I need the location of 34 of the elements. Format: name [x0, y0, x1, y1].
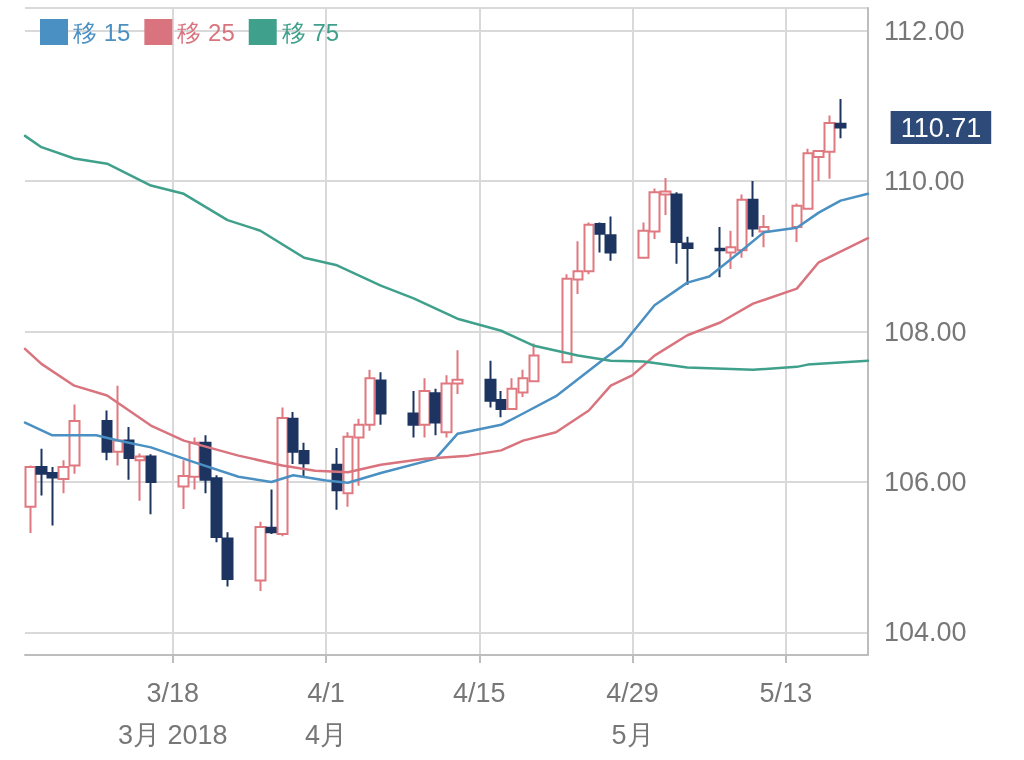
- y-tick-label: 110.00: [884, 166, 965, 197]
- candlestick: [24, 464, 37, 535]
- candlestick: [747, 180, 759, 238]
- line-series: [23, 134, 870, 372]
- x2-tick-label: 3月 2018: [118, 719, 228, 750]
- legend-label: 移 75: [281, 18, 340, 46]
- y-tick-label: 112.00: [884, 15, 965, 46]
- y-tick-label: 106.00: [884, 466, 967, 497]
- candlestick: [145, 453, 157, 516]
- annotation: 110.71: [900, 112, 982, 143]
- candlestick: [758, 213, 770, 249]
- x-tick-label: 5/13: [759, 677, 813, 708]
- y-tick-label: 104.00: [884, 617, 967, 648]
- legend-label: 移 25: [177, 18, 235, 46]
- candlestick: [418, 377, 431, 439]
- candlestick: [101, 409, 113, 462]
- line-series: [23, 192, 870, 484]
- candlestick: [407, 389, 420, 439]
- x-tick-label: 4/29: [606, 677, 659, 708]
- legend-label: 移 15: [73, 18, 131, 46]
- x-tick-label: 4/15: [453, 677, 506, 708]
- x2-tick-label: 5月: [611, 719, 654, 750]
- y-tick-label: 108.00: [884, 316, 967, 347]
- candlestick: [134, 452, 146, 502]
- x-tick-label: 4/1: [307, 677, 345, 708]
- candlestick: [254, 520, 267, 593]
- candlestick: [375, 371, 387, 426]
- candlestick: [714, 225, 726, 279]
- x2-tick-label: 4月: [305, 719, 348, 750]
- candlestick: [265, 488, 278, 535]
- candlestick: [834, 98, 847, 140]
- candlestick: [112, 384, 124, 467]
- x-tick-label: 3/18: [146, 677, 200, 708]
- candlestick: [429, 387, 442, 437]
